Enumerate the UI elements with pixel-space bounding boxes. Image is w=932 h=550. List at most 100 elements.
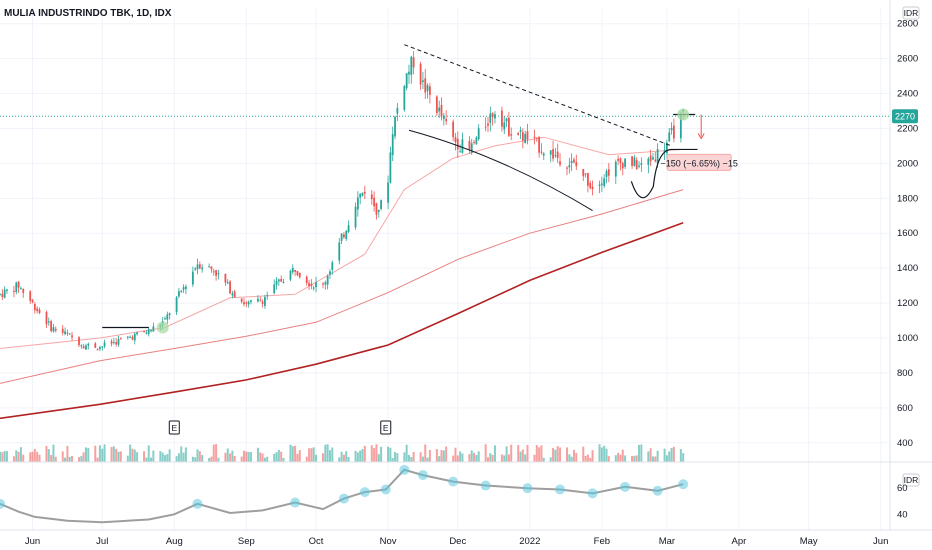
- measure-arrowhead: [697, 133, 705, 140]
- volume-bar: [159, 451, 162, 462]
- rsi-tick-label: 40: [897, 509, 908, 520]
- current-price-tag: [892, 109, 918, 124]
- volume-bar: [682, 453, 685, 462]
- candle-body: [679, 113, 682, 139]
- candle-body: [87, 343, 90, 346]
- candle-body: [52, 327, 55, 332]
- volume-bar: [617, 452, 620, 462]
- volume-bar: [249, 452, 252, 462]
- volume-bar: [559, 447, 562, 462]
- candle-body: [503, 122, 506, 130]
- volume-bar: [607, 456, 610, 462]
- volume-bar: [589, 457, 592, 462]
- price-tick-label: 1600: [897, 228, 918, 239]
- volume-bar: [638, 444, 641, 462]
- candle-body: [373, 197, 376, 207]
- rsi-highlight: [678, 479, 689, 490]
- volume-bar: [61, 451, 64, 462]
- candle-body: [419, 63, 422, 85]
- volume-bar: [672, 446, 675, 462]
- volume-bar: [33, 448, 36, 462]
- candle-body: [424, 78, 427, 93]
- volume-bar: [647, 451, 650, 462]
- candle-body: [614, 161, 617, 177]
- earnings-marker-label: E: [171, 423, 177, 433]
- candle-body: [136, 332, 139, 335]
- volume-bar: [17, 451, 20, 462]
- volume-bar: [163, 455, 166, 462]
- volume-bar: [575, 452, 578, 462]
- time-tick-label: Nov: [380, 536, 397, 547]
- candle-body: [426, 85, 429, 91]
- volume-bar: [94, 445, 97, 462]
- candle-body: [210, 266, 213, 270]
- candle-body: [573, 159, 575, 163]
- candle-body: [38, 309, 41, 313]
- volume-bar: [217, 457, 220, 462]
- candle-body: [117, 339, 120, 345]
- candlesticks: [0, 51, 685, 352]
- candle-body: [535, 137, 538, 139]
- volume-bar: [605, 448, 608, 462]
- volume-bar: [500, 454, 503, 462]
- volume-bar: [280, 451, 283, 462]
- candle-body: [491, 113, 494, 118]
- candle-body: [359, 194, 362, 198]
- candle-body: [526, 131, 529, 140]
- volume-bar: [631, 455, 634, 462]
- price-tick-label: 1000: [897, 333, 918, 344]
- volume-bar: [426, 457, 429, 462]
- volume-bar: [552, 447, 555, 462]
- candle-body: [331, 262, 334, 270]
- volume-bar: [180, 446, 183, 462]
- time-tick-label: Jun: [25, 536, 40, 547]
- volume-bar: [196, 449, 199, 462]
- candle-body: [501, 110, 503, 127]
- base-breakout-marker: [156, 321, 169, 334]
- volume-bar: [442, 450, 445, 462]
- volume-bar: [407, 454, 410, 462]
- volume-bar: [64, 457, 67, 462]
- earnings-marker-label: E: [383, 423, 389, 433]
- candle-body: [517, 132, 520, 135]
- volume-bar: [22, 454, 25, 462]
- candle-body: [229, 281, 231, 294]
- candle-body: [212, 271, 215, 273]
- time-tick-label: Apr: [732, 536, 747, 547]
- candle-body: [575, 162, 578, 167]
- price-tick-label: 1200: [897, 298, 918, 309]
- candle-body: [182, 287, 185, 290]
- candle-body: [345, 230, 348, 240]
- candle-body: [640, 163, 643, 165]
- volume-bar: [215, 444, 218, 462]
- volume-bar: [150, 457, 153, 462]
- candle-body: [3, 289, 6, 298]
- rsi-highlight: [359, 487, 370, 498]
- price-tick-label: 1400: [897, 263, 918, 274]
- candle-body: [329, 271, 331, 275]
- candle-body: [277, 279, 280, 282]
- volume-bar: [663, 448, 666, 462]
- volume-bar: [131, 448, 134, 462]
- volume-bar: [510, 444, 513, 462]
- candle-body: [315, 282, 317, 288]
- candle-body: [647, 158, 650, 165]
- candle-body: [129, 336, 132, 338]
- volume-bar: [38, 454, 41, 462]
- volume-bar: [112, 446, 115, 462]
- volume-bar: [533, 454, 536, 462]
- volume-bar: [331, 447, 334, 462]
- volume-bar: [456, 455, 459, 462]
- candle-body: [542, 153, 545, 156]
- candle-body: [201, 267, 204, 270]
- volume-bar: [233, 455, 236, 462]
- volume-bar: [635, 455, 638, 462]
- candle-body: [298, 272, 301, 278]
- ma-200-line: [0, 222, 684, 420]
- volume-bar: [428, 450, 431, 462]
- candle-body: [619, 158, 622, 163]
- volume-bar: [445, 446, 448, 462]
